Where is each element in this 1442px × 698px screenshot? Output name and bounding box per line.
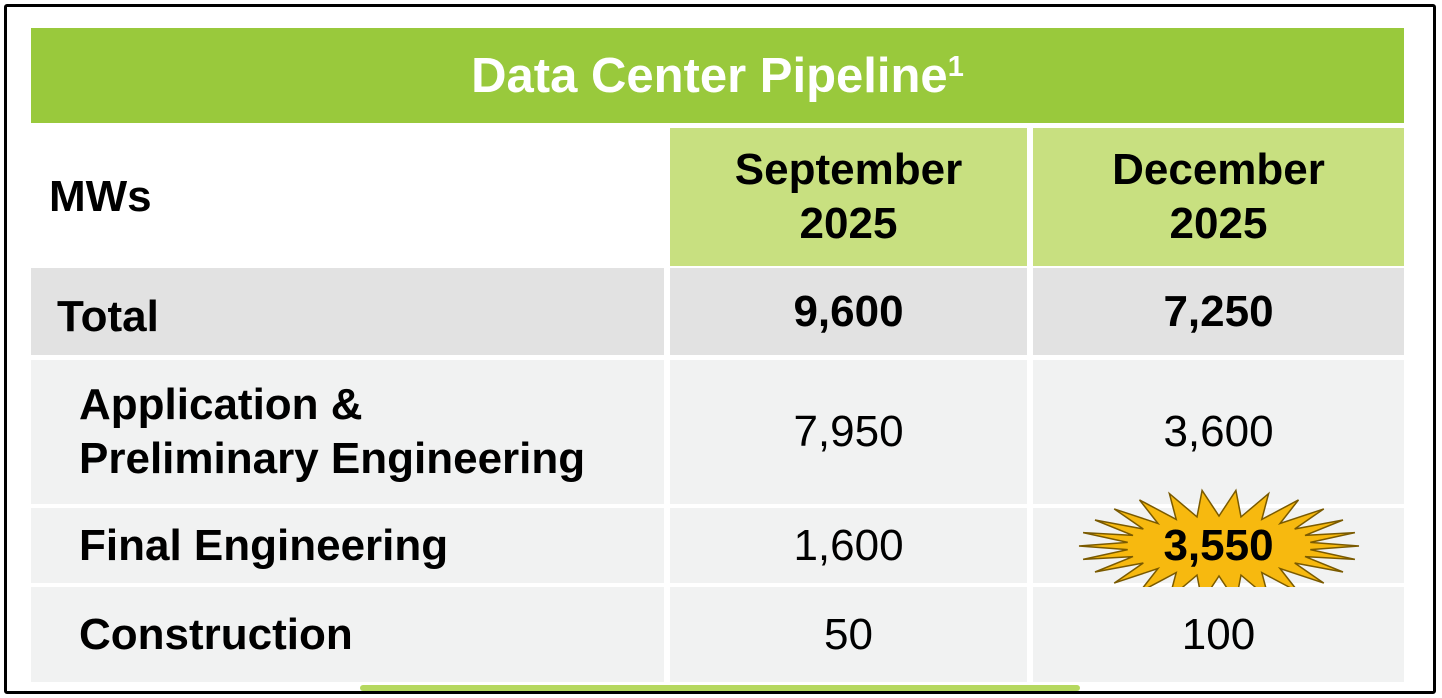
row-construction-dec: 100 xyxy=(1033,587,1404,682)
row-application-dec-value: 3,600 xyxy=(1163,407,1274,457)
header-september-month: September xyxy=(734,145,963,195)
row-application-dec: 3,600 xyxy=(1033,360,1404,504)
row-application-label: Application & Preliminary Engineering xyxy=(31,360,664,504)
row-final-sep-value: 1,600 xyxy=(793,520,904,570)
header-unit-label: MWs xyxy=(31,128,664,266)
highlight-burst: 3,550 xyxy=(1074,486,1364,606)
row-final-label: Final Engineering xyxy=(31,508,664,583)
row-total-dec: 7,250 xyxy=(1033,268,1404,355)
row-total-label-text: Total xyxy=(57,291,159,341)
row-application-sep: 7,950 xyxy=(670,360,1027,504)
header-september-year: 2025 xyxy=(799,199,898,248)
row-construction-label: Construction xyxy=(31,587,664,682)
title-footnote: 1 xyxy=(947,51,964,83)
row-total-label: Total xyxy=(31,268,664,355)
row-construction-sep: 50 xyxy=(670,587,1027,682)
row-final-dec: 3,550 xyxy=(1033,487,1404,604)
header-december-month: December xyxy=(1112,145,1325,195)
row-total-sep: 9,600 xyxy=(670,268,1027,355)
row-construction-label-text: Construction xyxy=(79,609,353,659)
header-september: September 2025 xyxy=(670,128,1027,266)
header-unit-text: MWs xyxy=(49,172,152,222)
row-final-dec-value: 3,550 xyxy=(1163,520,1274,570)
row-construction-sep-value: 50 xyxy=(824,609,873,659)
bottom-accent-bar xyxy=(360,685,1080,691)
row-application-sep-value: 7,950 xyxy=(793,407,904,457)
header-december-year: 2025 xyxy=(1169,199,1268,248)
title-text: Data Center Pipeline xyxy=(471,48,948,103)
row-total-sep-value: 9,600 xyxy=(793,286,904,336)
row-final-sep: 1,600 xyxy=(670,508,1027,583)
starburst-icon xyxy=(1078,487,1359,604)
row-total-dec-value: 7,250 xyxy=(1163,286,1274,336)
row-construction-dec-value: 100 xyxy=(1181,609,1256,659)
row-final-label-text: Final Engineering xyxy=(79,520,449,570)
row-application-label-line1: Application & xyxy=(79,380,363,430)
row-application-label-line2: Preliminary Engineering xyxy=(79,434,586,483)
table-title: Data Center Pipeline 1 xyxy=(31,28,1404,123)
header-december: December 2025 xyxy=(1033,128,1404,266)
starburst-shape xyxy=(1078,487,1359,604)
